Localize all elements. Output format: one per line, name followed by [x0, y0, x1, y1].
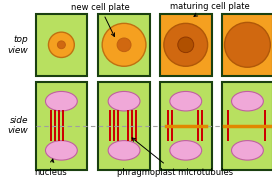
- Circle shape: [178, 37, 194, 53]
- Bar: [51, 110, 52, 141]
- Ellipse shape: [108, 141, 140, 160]
- Text: maturing cell plate: maturing cell plate: [170, 2, 250, 16]
- Text: nucleus: nucleus: [34, 159, 67, 176]
- Bar: [227, 110, 229, 141]
- Bar: [197, 110, 199, 141]
- Bar: [127, 110, 129, 141]
- Text: top
view: top view: [8, 35, 29, 55]
- Ellipse shape: [46, 141, 77, 160]
- Circle shape: [117, 38, 131, 52]
- Text: phragmoplast microtubules: phragmoplast microtubules: [117, 138, 233, 176]
- Ellipse shape: [170, 141, 202, 160]
- Text: new cell plate: new cell plate: [71, 3, 130, 36]
- Bar: [222, 82, 273, 170]
- Circle shape: [102, 23, 146, 66]
- Ellipse shape: [232, 91, 263, 111]
- Ellipse shape: [108, 91, 140, 111]
- Bar: [222, 14, 273, 76]
- Bar: [264, 110, 266, 141]
- Text: side
view: side view: [8, 116, 29, 135]
- Bar: [160, 14, 212, 76]
- Bar: [54, 110, 57, 141]
- Bar: [117, 110, 119, 141]
- Bar: [160, 82, 212, 170]
- Bar: [35, 14, 87, 76]
- Bar: [171, 110, 173, 141]
- Ellipse shape: [232, 141, 263, 160]
- Circle shape: [225, 22, 270, 67]
- Bar: [62, 110, 64, 141]
- Bar: [98, 14, 150, 76]
- Bar: [131, 110, 133, 141]
- Bar: [167, 110, 169, 141]
- Circle shape: [57, 41, 65, 49]
- Circle shape: [164, 23, 208, 66]
- Ellipse shape: [170, 91, 202, 111]
- Bar: [135, 110, 137, 141]
- Circle shape: [48, 32, 74, 58]
- Bar: [98, 82, 150, 170]
- Bar: [58, 110, 60, 141]
- Bar: [109, 110, 111, 141]
- Bar: [201, 110, 203, 141]
- Bar: [113, 110, 115, 141]
- Ellipse shape: [46, 91, 77, 111]
- Bar: [35, 82, 87, 170]
